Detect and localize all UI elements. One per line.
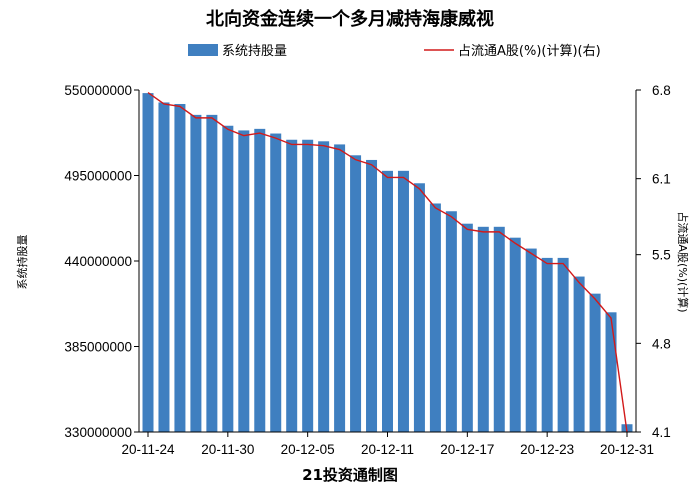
bar [382,170,393,432]
bar [302,139,314,432]
bar [589,293,601,432]
bar [366,159,378,432]
bar [525,248,537,432]
x-tick-label: 20-12-05 [281,442,335,457]
right-tick-label: 4.8 [652,336,671,351]
right-tick-label: 4.1 [652,425,671,440]
bar [541,257,553,432]
bar [461,223,473,432]
bar [445,211,457,432]
legend-bar-label: 系统持股量 [222,44,287,59]
bar [350,155,362,433]
left-tick-label: 495000000 [64,169,132,184]
x-tick-label: 20-12-31 [600,442,654,457]
chart-source: 21投资通制图 [302,466,398,484]
line-series [147,91,628,433]
left-tick-label: 385000000 [64,340,132,355]
chart-title: 北向资金连续一个多月减持海康威视 [206,8,494,30]
right-tick-label: 6.8 [652,83,671,98]
bar [222,125,234,432]
bar [270,133,282,432]
bar-series [142,93,633,433]
bar [573,276,585,432]
bar [397,170,409,432]
bar [174,103,186,433]
right-tick-label: 6.1 [652,172,671,187]
legend-line-label: 占流通A股(%)(计算)(右) [458,44,601,59]
bar [605,312,617,432]
left-axis-title: 系统持股量 [15,235,29,290]
series-line [147,91,628,433]
bar [477,226,489,432]
bar [413,183,425,432]
legend: 系统持股量 占流通A股(%)(计算)(右) [188,44,601,59]
bar [318,141,330,433]
bar [509,237,521,432]
bar [254,128,266,433]
bar [557,257,569,432]
left-tick-label: 330000000 [64,425,132,440]
bar [142,93,154,433]
right-axis-ticks: 6.8 6.1 5.5 4.8 4.1 [636,83,671,440]
bar [429,203,441,432]
right-tick-label: 5.5 [652,248,671,263]
bar [158,102,170,432]
right-axis-title: 占流通A股(%)(计算) [676,211,690,312]
x-tick-label: 20-12-23 [520,442,574,457]
x-tick-label: 20-12-11 [361,442,414,457]
bar [238,130,250,433]
x-axis-ticks: 20-11-24 20-11-30 20-12-05 20-12-11 20-12-17… [121,432,654,457]
left-axis-ticks: 550000000 495000000 440000000 385000000 3300… [64,83,139,440]
left-tick-label: 550000000 [64,83,132,98]
bar [334,144,346,432]
bar [190,114,202,433]
bar [493,226,505,432]
bar [206,114,218,433]
x-tick-label: 20-12-17 [440,442,494,457]
legend-bar-swatch [188,44,218,56]
bar [286,139,298,432]
x-tick-label: 20-11-24 [121,442,175,457]
x-tick-label: 20-11-30 [201,442,254,457]
left-tick-label: 440000000 [64,254,132,269]
